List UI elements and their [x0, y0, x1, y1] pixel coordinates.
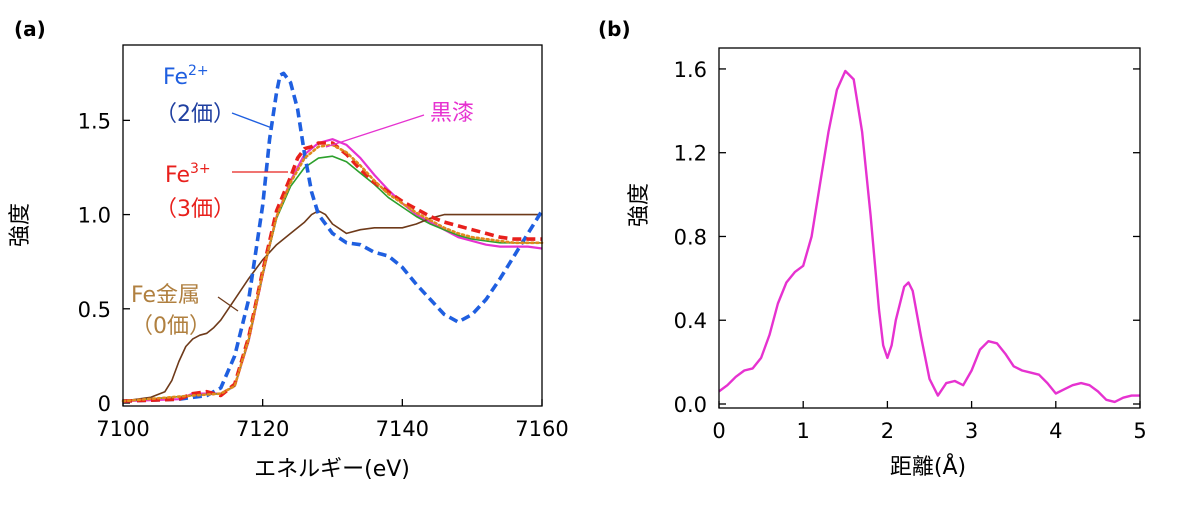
y-axis-label: 強度 [627, 183, 652, 227]
panel-b-label: (b) [598, 17, 631, 41]
annotation-fe-metal-leader [217, 296, 239, 312]
y-tick-label: 0.5 [78, 298, 111, 322]
series-group [121, 71, 544, 403]
annotation-fe3-sup: 3+ [190, 161, 211, 177]
x-tick-label: 2 [881, 419, 894, 443]
annotation-black-lacquer-text: 黒漆 [430, 101, 474, 126]
x-tick-label: 5 [1133, 419, 1146, 443]
series-group [718, 69, 1140, 404]
series-line-fe2 [122, 71, 544, 403]
y-tick-label: 0.0 [674, 393, 707, 417]
series-line-line [718, 69, 1140, 404]
y-tick-label: 0.4 [674, 309, 707, 333]
y-tick-label: 1.5 [78, 109, 111, 133]
annotation-fe-metal: Fe金属 （0価） [131, 283, 239, 339]
annotation-fe2-leader [231, 112, 273, 129]
radial-distribution-chart: (b) 強度 距離(Å) 0 1 2 3 4 5 0.0 0.4 0.8 1.2 1.6 [598, 17, 1147, 480]
y-axis-label: 強度 [8, 203, 33, 247]
y-tick-label: 0.8 [674, 225, 707, 249]
y-tick-label: 1.0 [78, 204, 111, 228]
tick-group: 7100 7120 7140 7160 0 0.5 1.0 1.5 [78, 109, 569, 441]
plot-frame [718, 47, 1141, 409]
annotation-fe2-line2: （2価） [155, 102, 235, 127]
x-tick-label: 0 [712, 419, 725, 443]
x-tick-label: 7120 [236, 417, 289, 441]
xanes-chart: (a) 強度 エネルギー(eV) 7100 7120 7140 7160 0 0.5 1.0… [8, 17, 569, 482]
x-axis-label: エネルギー(eV) [254, 457, 410, 482]
x-tick-label: 7140 [376, 417, 429, 441]
x-tick-label: 3 [965, 419, 978, 443]
y-tick-label: 1.2 [674, 142, 707, 166]
annotation-fe-metal-line2: （0価） [131, 314, 211, 339]
annotation-black-lacquer: 黒漆 [325, 101, 474, 148]
annotation-fe-metal-text: Fe金属 [131, 283, 200, 308]
svg-text:Fe2+: Fe2+ [163, 63, 209, 90]
annotation-fe3: Fe3+ （3価） [155, 161, 288, 222]
annotation-fe2: Fe2+ （2価） [155, 63, 273, 129]
x-tick-label: 7100 [96, 417, 149, 441]
annotation-fe3-line2: （3価） [155, 197, 235, 222]
x-tick-label: 1 [797, 419, 810, 443]
series-line-orange [121, 143, 544, 403]
panel-a-label: (a) [14, 17, 46, 41]
svg-text:Fe3+: Fe3+ [165, 161, 211, 188]
series-line-green [122, 155, 542, 402]
annotation-fe2-text: Fe [163, 65, 188, 90]
y-tick-label: 1.6 [674, 58, 707, 82]
plot-frame [122, 44, 543, 407]
annotation-black-lacquer-leader [325, 114, 425, 148]
x-tick-label: 4 [1049, 419, 1062, 443]
annotation-fe2-sup: 2+ [188, 63, 209, 79]
series-line-fe_metal [122, 210, 542, 402]
annotation-fe3-text: Fe [165, 163, 190, 188]
x-axis-label: 距離(Å) [890, 453, 966, 480]
y-tick-label: 0 [98, 392, 111, 416]
x-tick-label: 7160 [515, 417, 568, 441]
